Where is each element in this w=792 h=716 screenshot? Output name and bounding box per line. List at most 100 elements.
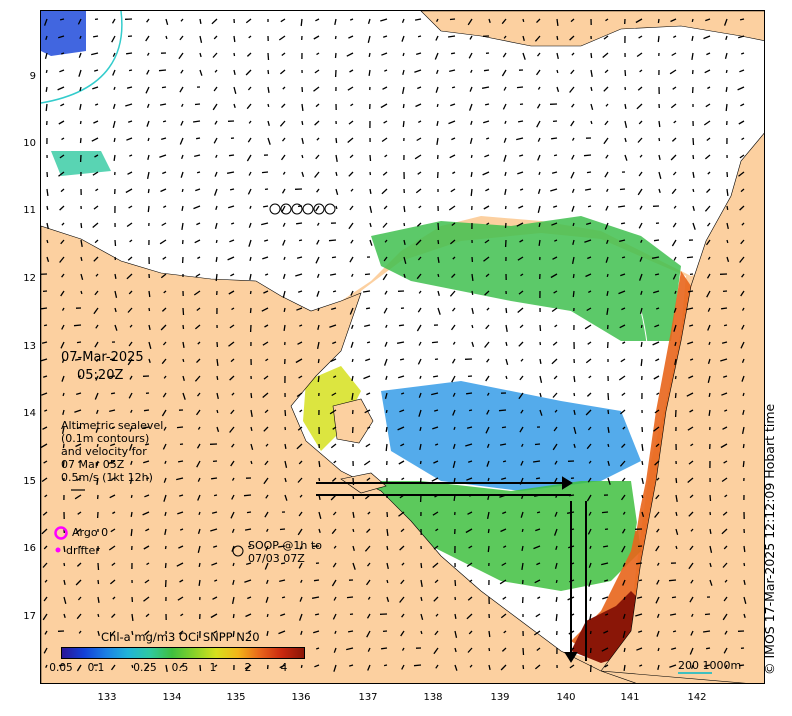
velocity-arrow [216, 358, 219, 366]
velocity-arrow [519, 375, 524, 381]
velocity-arrow [689, 596, 694, 603]
velocity-arrow [521, 443, 524, 447]
velocity-arrow [280, 562, 286, 565]
velocity-arrow [467, 647, 473, 653]
velocity-arrow [195, 137, 201, 140]
velocity-arrow [417, 86, 422, 90]
velocity-arrow [416, 52, 422, 56]
velocity-arrow [607, 460, 610, 466]
velocity-arrow [349, 256, 354, 263]
velocity-arrow [333, 596, 337, 601]
velocity-arrow [504, 205, 507, 210]
velocity-arrow [196, 307, 201, 312]
velocity-arrow [315, 18, 320, 22]
velocity-arrow [691, 613, 694, 617]
velocity-arrow [60, 52, 65, 55]
velocity-arrow [129, 477, 133, 484]
velocity-arrow [605, 205, 609, 211]
velocity-arrow [195, 409, 201, 416]
velocity-arrow [537, 86, 541, 90]
map-panel[interactable]: 07-Mar-2025 05:20Z Altimetric sealevel (… [40, 10, 765, 684]
colorbar-tick: 2 [244, 662, 252, 674]
velocity-arrow [331, 256, 337, 259]
velocity-arrow [516, 137, 524, 141]
velocity-arrow [93, 205, 99, 210]
velocity-arrow [130, 494, 133, 499]
velocity-arrow [109, 409, 116, 413]
velocity-arrow [571, 154, 575, 160]
velocity-arrow [94, 103, 99, 106]
velocity-arrow [43, 18, 48, 26]
velocity-arrow [517, 171, 524, 175]
velocity-arrow [212, 545, 218, 548]
velocity-arrow [637, 137, 643, 143]
velocity-arrow [587, 477, 592, 483]
velocity-arrow [621, 477, 626, 482]
velocity-arrow [725, 86, 728, 93]
velocity-arrow [624, 137, 627, 143]
velocity-arrow [108, 545, 116, 551]
velocity-arrow [653, 239, 660, 242]
velocity-arrow [112, 596, 116, 600]
velocity-arrow [62, 460, 65, 468]
velocity-arrow [501, 562, 507, 567]
velocity-arrow [520, 511, 524, 518]
drifter-label: drifter [66, 544, 100, 557]
lon-tick: 138 [423, 692, 443, 703]
velocity-arrow [434, 409, 439, 412]
velocity-arrow [604, 120, 609, 126]
velocity-arrow [691, 52, 694, 61]
velocity-arrow [703, 120, 711, 126]
velocity-arrow [708, 341, 711, 346]
velocity-arrow [724, 494, 728, 498]
velocity-arrow [143, 460, 150, 464]
velocity-arrow [296, 222, 303, 225]
velocity-arrow [128, 392, 133, 399]
velocity-arrow [487, 528, 490, 534]
velocity-arrow [95, 324, 99, 329]
velocity-arrow [265, 443, 269, 447]
velocity-arrow [398, 511, 405, 517]
velocity-arrow [555, 596, 558, 603]
velocity-arrow [503, 154, 507, 162]
velocity-arrow [588, 579, 592, 587]
velocity-arrow [145, 86, 150, 94]
velocity-arrow [267, 103, 270, 108]
velocity-arrow [125, 188, 133, 194]
velocity-arrow [401, 86, 405, 95]
velocity-arrow [724, 579, 728, 583]
velocity-arrow [431, 392, 439, 396]
sealevel-contour [41, 11, 123, 104]
soop-symbol [232, 545, 244, 557]
velocity-arrow [742, 460, 745, 468]
velocity-arrow [92, 222, 99, 228]
velocity-arrow [229, 188, 235, 191]
velocity-arrow [385, 324, 388, 328]
velocity-arrow [145, 477, 150, 480]
velocity-arrow [46, 188, 49, 196]
velocity-arrow [112, 511, 116, 515]
velocity-arrow [347, 630, 354, 633]
velocity-arrow [369, 239, 373, 246]
velocity-arrow [488, 647, 491, 652]
velocity-arrow [316, 222, 320, 226]
velocity-arrow [301, 137, 304, 145]
velocity-arrow [619, 324, 626, 329]
velocity-arrow [552, 341, 558, 346]
velocity-arrow [484, 154, 490, 158]
velocity-arrow [467, 18, 473, 26]
velocity-arrow [623, 664, 626, 671]
colorbar [61, 647, 305, 659]
velocity-arrow [621, 545, 626, 553]
velocity-arrow [182, 307, 185, 316]
velocity-arrow [265, 579, 269, 585]
velocity-arrow [232, 562, 235, 567]
velocity-arrow [300, 630, 303, 635]
velocity-arrow [743, 613, 746, 618]
velocity-arrow [159, 239, 167, 245]
velocity-arrow [741, 137, 745, 141]
velocity-arrow [521, 545, 524, 552]
velocity-arrow [434, 630, 439, 636]
velocity-arrow [77, 426, 82, 430]
velocity-arrow [265, 494, 269, 499]
